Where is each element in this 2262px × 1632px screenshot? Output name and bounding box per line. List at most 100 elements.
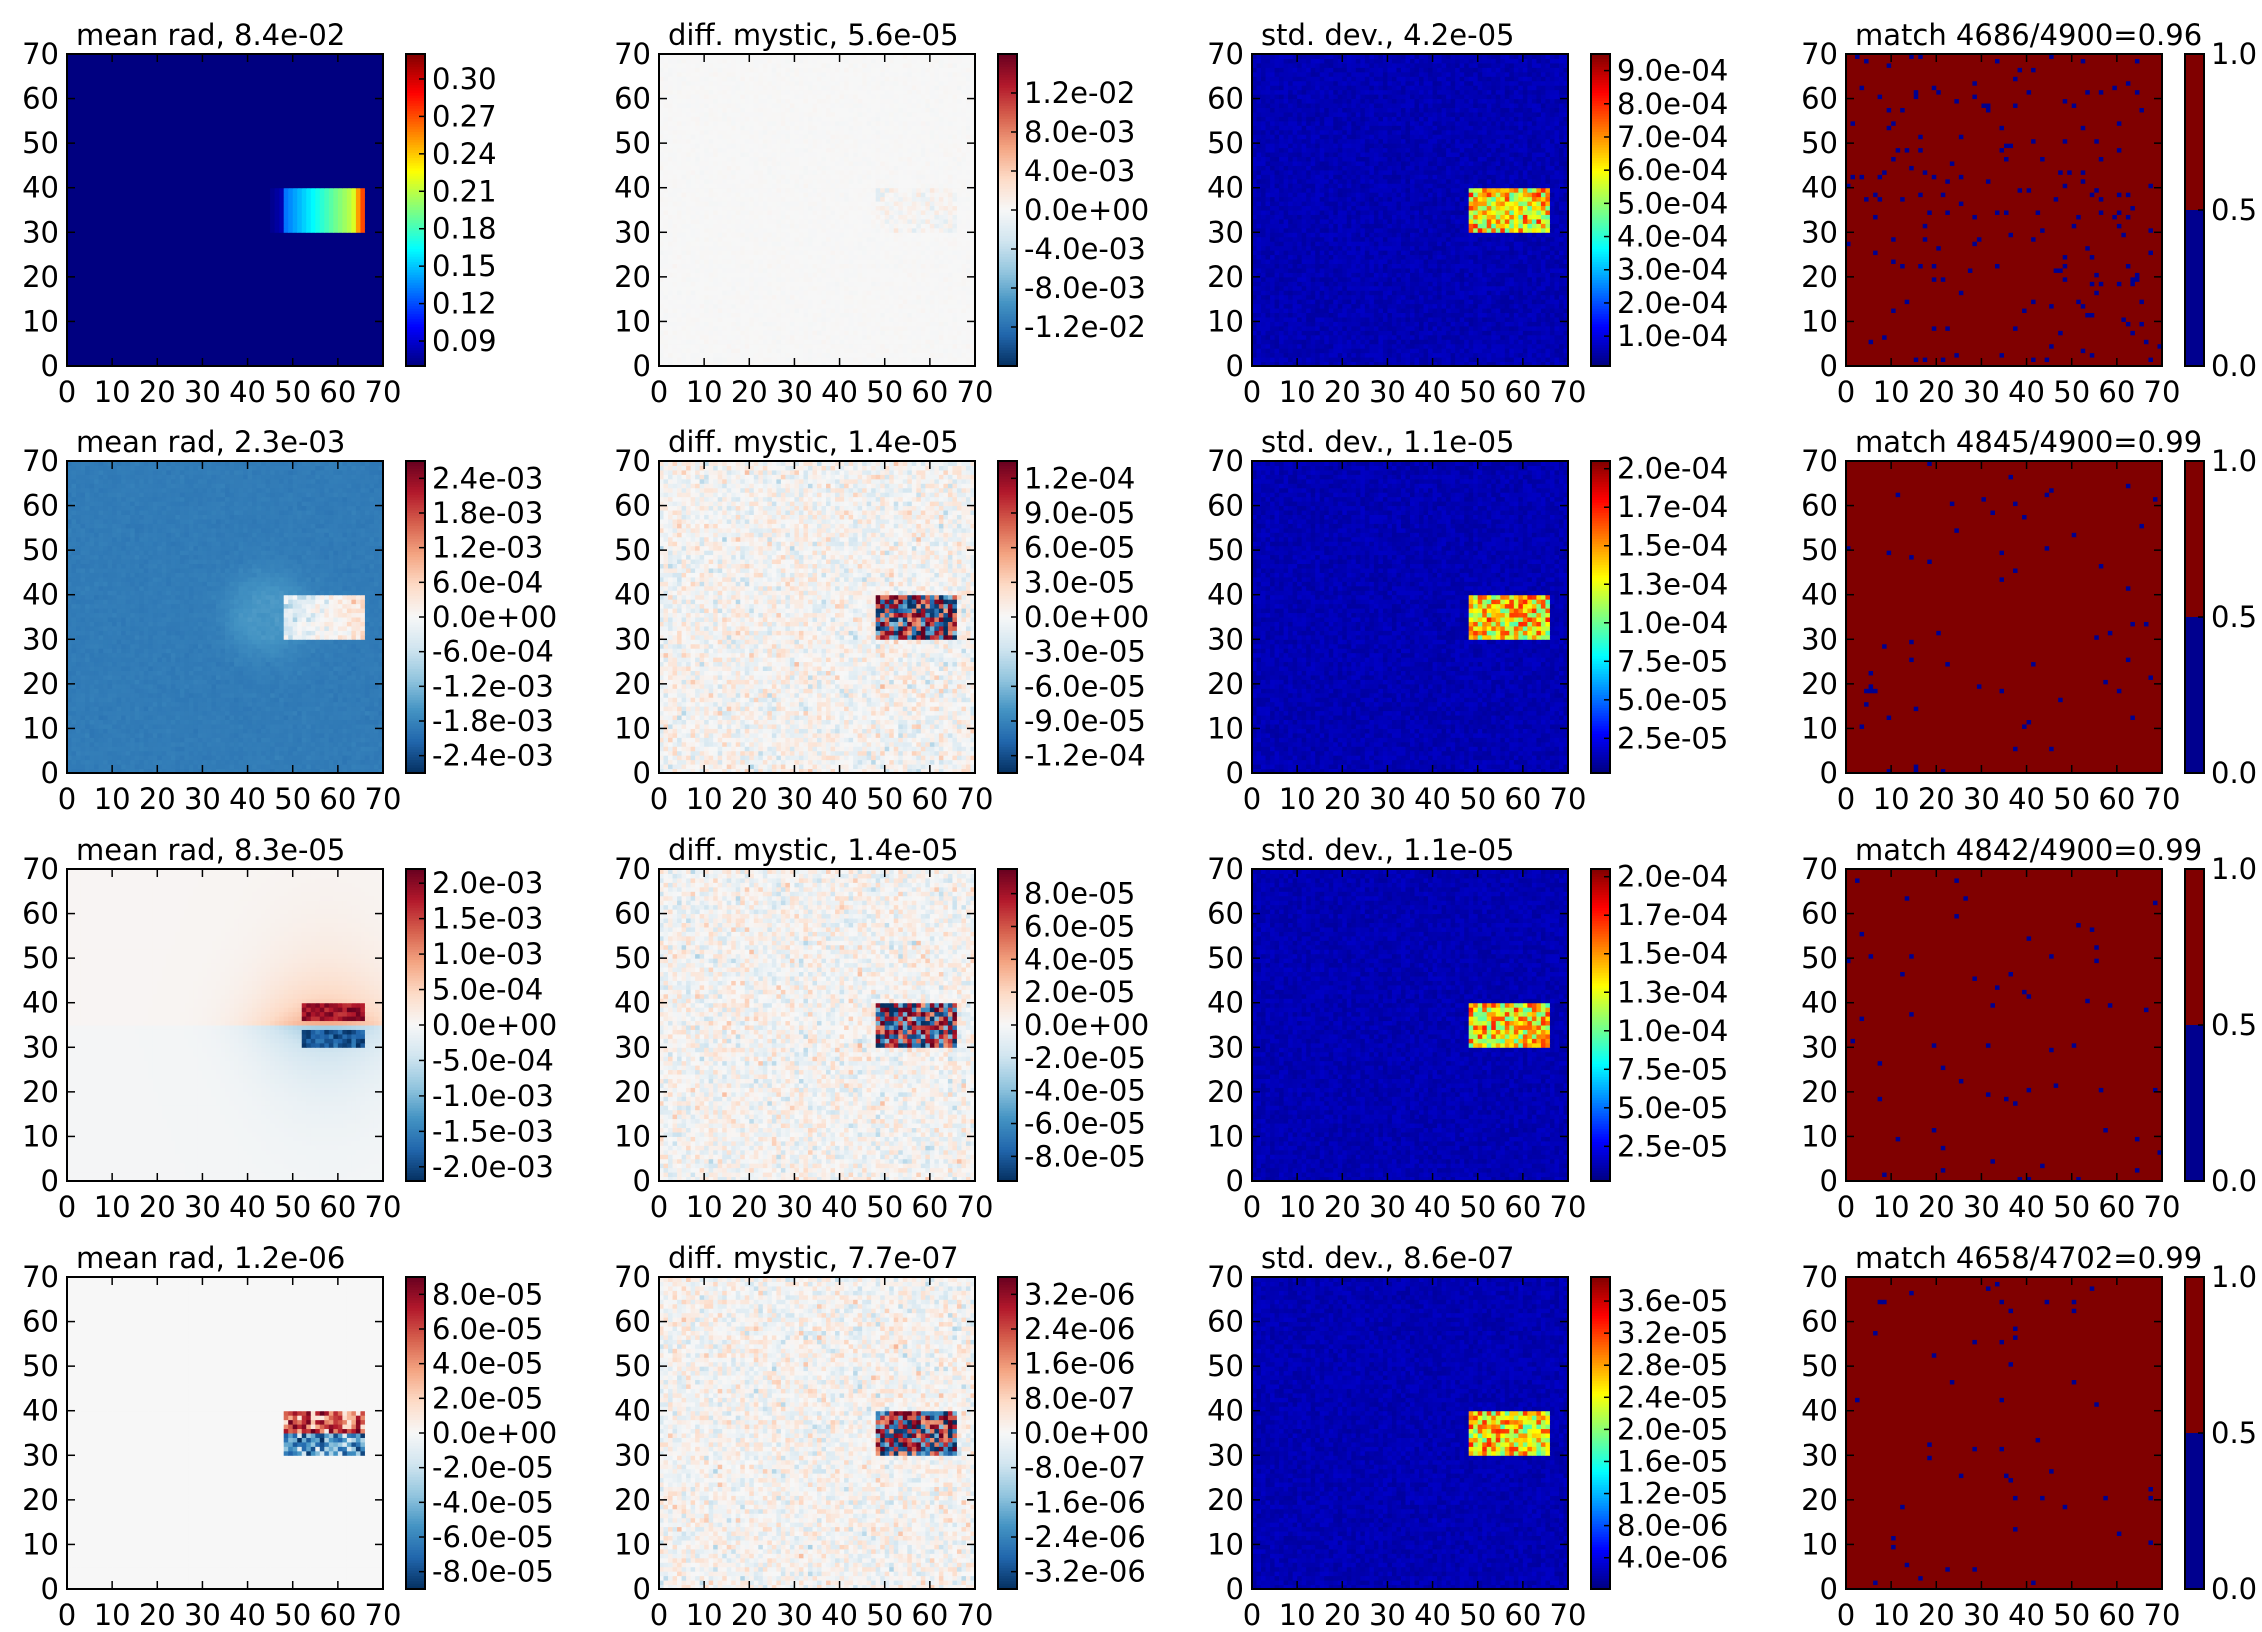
heatmap-cell: [297, 313, 302, 318]
heatmap-cell: [275, 317, 280, 322]
heatmap-cell: [193, 353, 198, 358]
heatmap-cell: [162, 344, 167, 349]
heatmap-cell: [202, 330, 207, 335]
heatmap-cell: [126, 339, 131, 344]
heatmap-cell: [266, 330, 271, 335]
heatmap-cell: [117, 339, 122, 344]
heatmap-cell: [76, 308, 81, 313]
heatmap-cell: [171, 348, 176, 353]
heatmap-cell: [198, 348, 203, 353]
heatmap-cell: [306, 348, 311, 353]
heatmap-cell: [252, 317, 257, 322]
heatmap-cell: [112, 299, 117, 304]
heatmap-cell: [248, 353, 253, 358]
heatmap-cell: [85, 339, 90, 344]
subplot-title: mean rad, 8.4e-02: [76, 18, 345, 52]
heatmap-cell: [360, 313, 365, 318]
heatmap-cell: [342, 295, 347, 300]
heatmap-cell: [90, 348, 95, 353]
heatmap-cell: [198, 304, 203, 309]
heatmap-cell: [270, 304, 275, 309]
heatmap-cell: [315, 348, 320, 353]
heatmap-cell: [153, 344, 158, 349]
heatmap-cell: [157, 357, 162, 362]
heatmap-cell: [338, 317, 343, 322]
heatmap-cell: [257, 335, 262, 340]
heatmap-cell: [234, 353, 239, 358]
heatmap-cell: [162, 353, 167, 358]
heatmap-cell: [144, 330, 149, 335]
heatmap-cell: [351, 313, 356, 318]
heatmap-cell: [338, 308, 343, 313]
heatmap-cell: [85, 317, 90, 322]
heatmap-cell: [320, 348, 325, 353]
heatmap-cell: [144, 304, 149, 309]
heatmap-cell: [162, 326, 167, 331]
heatmap-cell: [216, 317, 221, 322]
heatmap-cell: [243, 330, 248, 335]
heatmap-cell: [193, 321, 198, 326]
heatmap-cell: [374, 357, 379, 362]
heatmap-cell: [225, 299, 230, 304]
heatmap-cell: [121, 348, 126, 353]
heatmap-cell: [121, 313, 126, 318]
heatmap-cell: [220, 353, 225, 358]
heatmap-cell: [135, 299, 140, 304]
heatmap-cell: [148, 295, 153, 300]
heatmap-cell: [216, 348, 221, 353]
heatmap-cell: [211, 304, 216, 309]
heatmap-cell: [193, 308, 198, 313]
heatmap-cell: [329, 357, 334, 362]
heatmap-cell: [243, 308, 248, 313]
heatmap-cell: [90, 353, 95, 358]
heatmap-cell: [202, 295, 207, 300]
heatmap-cell: [189, 313, 194, 318]
heatmap-cell: [184, 304, 189, 309]
heatmap-cell: [369, 344, 374, 349]
heatmap-cell: [81, 290, 86, 295]
heatmap-cell: [72, 304, 77, 309]
heatmap-cell: [360, 357, 365, 362]
heatmap-cell: [234, 299, 239, 304]
heatmap-cell: [189, 308, 194, 313]
heatmap-cell: [81, 348, 86, 353]
heatmap-cell: [315, 357, 320, 362]
heatmap-cell: [311, 353, 316, 358]
heatmap-cell: [139, 353, 144, 358]
heatmap-cell: [139, 335, 144, 340]
heatmap-cell: [279, 348, 284, 353]
heatmap-cell: [76, 357, 81, 362]
heatmap-cell: [184, 295, 189, 300]
heatmap-cell: [72, 353, 77, 358]
heatmap-cell: [135, 326, 140, 331]
heatmap-cell: [338, 313, 343, 318]
heatmap-cell: [108, 321, 113, 326]
heatmap-cell: [329, 295, 334, 300]
heatmap-cell: [130, 299, 135, 304]
heatmap-cell: [180, 348, 185, 353]
heatmap-cell: [356, 339, 361, 344]
heatmap-cell: [239, 330, 244, 335]
heatmap-cell: [76, 304, 81, 309]
heatmap-cell: [126, 348, 131, 353]
heatmap-cell: [347, 295, 352, 300]
heatmap-cell: [302, 304, 307, 309]
heatmap-cell: [356, 357, 361, 362]
heatmap-cell: [207, 348, 212, 353]
heatmap-cell: [108, 339, 113, 344]
heatmap-cell: [248, 313, 253, 318]
heatmap-cell: [279, 321, 284, 326]
heatmap-cell: [166, 308, 171, 313]
heatmap-cell: [184, 344, 189, 349]
heatmap-cell: [153, 299, 158, 304]
heatmap-cell: [94, 348, 99, 353]
heatmap-cell: [252, 326, 257, 331]
heatmap-cell: [315, 344, 320, 349]
heatmap-cell: [351, 335, 356, 340]
heatmap-cell: [153, 353, 158, 358]
heatmap-cell: [365, 344, 370, 349]
heatmap-cell: [162, 339, 167, 344]
heatmap-cell: [103, 321, 108, 326]
heatmap-cell: [279, 308, 284, 313]
heatmap-cell: [198, 317, 203, 322]
